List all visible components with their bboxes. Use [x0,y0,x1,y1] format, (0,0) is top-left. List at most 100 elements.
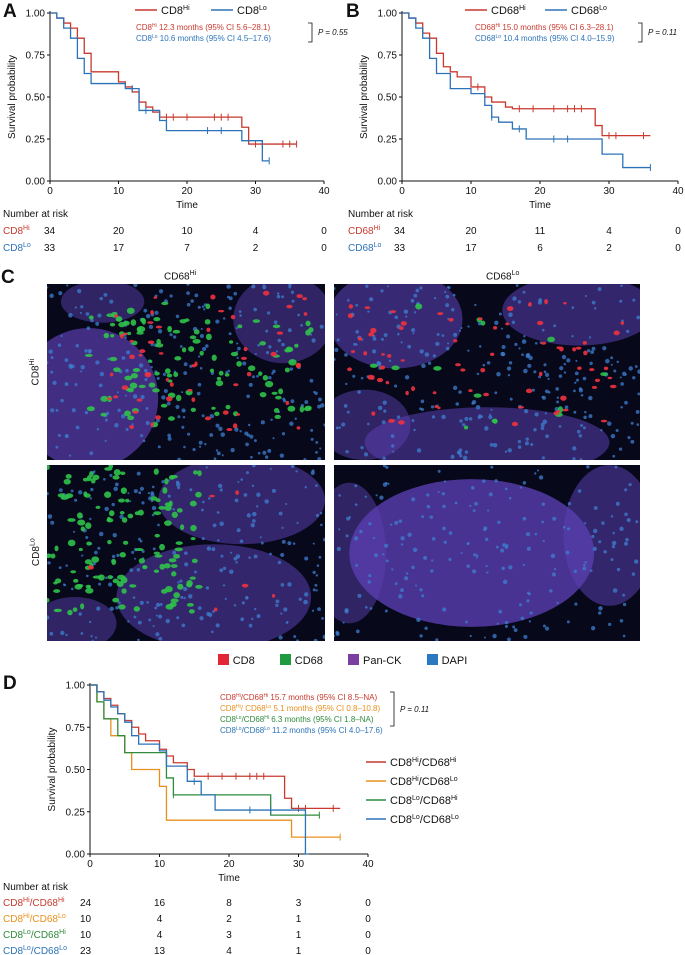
risk-count: 10 [80,930,92,941]
y-axis-title: Survival probability [47,728,58,812]
row-label-cd8hi: CD8Hi [29,359,41,386]
legend-label: CD8Hi/CD68Lo [390,776,458,788]
p-bracket [308,22,313,43]
risk-count: 4 [606,226,612,237]
x-tick-label: 30 [250,186,262,197]
p-bracket [390,691,395,727]
x-axis-title: Time [529,200,551,211]
legend-item-dapi: DAPI [426,654,468,667]
risk-count: 4 [253,226,259,237]
median-annotation: CD8Hi 12.3 months (95% CI 5.6–28.1) [136,23,270,32]
risk-count: 11 [535,226,546,237]
x-axis-title: Time [176,200,198,211]
survival-curve [50,12,270,162]
median-annotation: CD8Lo 10.6 months (95% CI 4.5–17.6) [136,34,271,43]
legend-d: CD8Hi/CD68Hi CD8Hi/CD68Lo CD8Lo/CD68Hi CD8L… [366,757,459,826]
legend-label: CD68Lo [571,5,607,17]
x-tick-label: 10 [113,186,125,197]
legend-label: CD8Lo/CD68Lo [390,814,459,826]
risk-count: 1 [296,930,302,941]
risk-count: 3 [226,930,232,941]
survival-curve [402,12,651,137]
x-tick-label: 40 [672,186,684,197]
risk-count: 20 [113,226,125,237]
risk-count: 8 [226,898,232,909]
risk-count: 2 [253,243,259,254]
risk-count: 34 [44,226,56,237]
y-tick-label: 0.50 [66,765,86,776]
cd68-swatch [279,654,291,665]
risk-count: 4 [157,930,163,941]
risk-table-title: Number at risk [3,882,69,893]
legend-label: CD8Hi/CD68Hi [390,757,457,769]
risk-count: 0 [321,226,327,237]
risk-row-label: CD8Lo/CD68Hi [3,929,66,941]
risk-count: 1 [296,914,302,925]
legend-label: Pan-CK [362,655,402,667]
median-annotation: CD8Lo/CD68Hi 6.3 months (95% CI 1.8–NA) [220,715,374,724]
x-tick-label: 0 [399,186,405,197]
cd8-swatch [217,654,229,665]
legend-a: CD8Hi CD8Lo [135,5,267,17]
y-tick-label: 0.00 [26,177,46,188]
p-value: P = 0.11 [648,28,677,37]
p-value: P = 0.55 [318,28,348,37]
risk-count: 0 [675,243,681,254]
median-annotation: CD68Hi 15.0 months (95% CI 6.3–28.1) [475,23,614,32]
micrograph-cd8hi-cd68lo [334,284,640,460]
column-label-cd68lo: CD68Lo [486,270,519,282]
x-tick-label: 0 [47,186,53,197]
km-plot-a: 0 10 20 30 40 0.00 0.25 0.50 0.75 1.00 Time Surviva… [7,9,330,212]
x-tick-label: 20 [534,186,546,197]
y-axis-title: Survival probability [7,55,18,139]
risk-count: 23 [80,946,92,955]
column-label-base: CD68 [164,271,190,283]
y-axis-title: Survival probability [359,55,370,139]
x-axis-title: Time [218,873,240,884]
y-tick-label: 0.00 [378,177,398,188]
km-plot-d: 0 10 20 30 40 0.00 0.25 0.50 0.75 1.00 Time Surviva… [47,681,374,885]
panel-letter-b: B [346,1,360,22]
risk-count: 3 [296,898,302,909]
risk-row-label: CD8Hi/CD68Hi [3,897,65,909]
risk-count: 4 [226,946,232,955]
legend-b: CD68Hi CD68Lo [465,5,607,17]
risk-count: 24 [80,898,92,909]
legend-label: CD8 [232,655,255,667]
x-tick-label: 20 [181,186,193,197]
x-tick-label: 10 [465,186,477,197]
x-tick-label: 0 [87,859,93,870]
row-label-cd8lo: CD8Lo [30,538,42,566]
y-tick-label: 1.00 [378,9,398,20]
legend-label: CD68 [294,655,323,667]
panel-letter-c: C [1,267,15,288]
risk-count: 0 [365,946,371,955]
panel-letter-a: A [3,1,17,22]
risk-count: 7 [184,243,190,254]
median-annotation: CD8Lo/CD68Lo 11.2 months (95% CI 4.0–17.… [220,726,383,735]
legend-label: DAPI [441,655,468,667]
legend-label: CD8Hi [161,5,190,17]
y-tick-label: 0.25 [66,807,86,818]
risk-row-label: CD68Lo [348,242,381,254]
legend-label: CD68Hi [491,5,526,17]
risk-count: 13 [154,946,166,955]
x-tick-label: 40 [362,859,374,870]
column-label-sup: Hi [189,270,197,277]
p-value: P = 0.11 [400,705,429,714]
risk-row-label: CD8Hi [3,225,30,237]
y-tick-label: 0.50 [26,93,46,104]
risk-count: 16 [154,898,166,909]
y-tick-label: 0.25 [378,135,398,146]
median-annotation: CD8Hi/ CD68Lo 5.1 months (95% CI 0.8–10.… [220,704,381,713]
risk-count: 33 [44,243,56,254]
risk-count: 17 [113,243,125,254]
risk-count: 20 [465,226,477,237]
row-label-base: CD8 [31,546,43,567]
micrograph-cd8hi-cd68hi [47,284,325,460]
panel-letter-d: D [3,673,17,694]
y-tick-label: 1.00 [66,681,86,692]
